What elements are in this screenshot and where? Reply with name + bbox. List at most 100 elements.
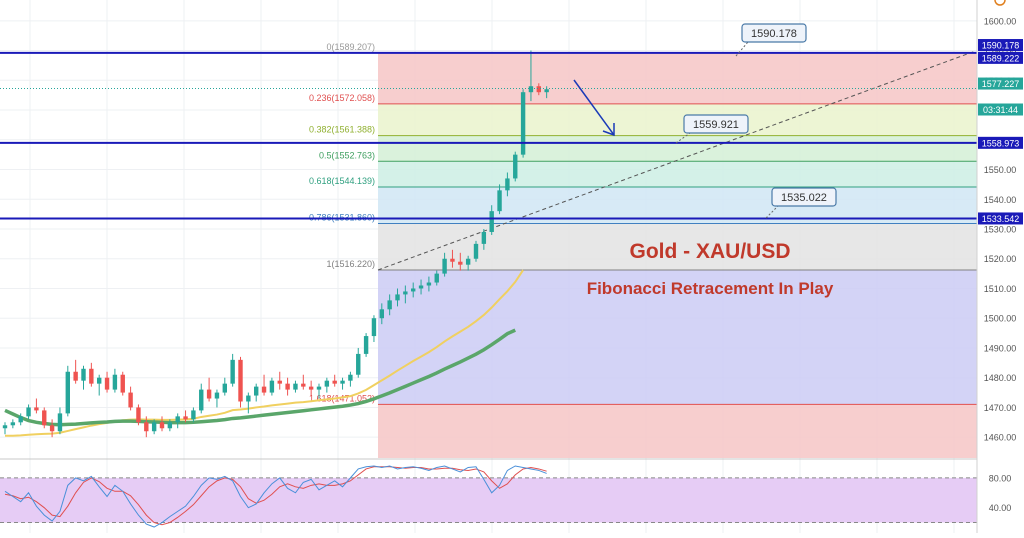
- candle-body: [277, 380, 282, 384]
- fib-zone: [378, 135, 977, 162]
- candle-body: [332, 380, 337, 384]
- chart-title: Gold - XAU/USD: [630, 240, 791, 263]
- candle-body: [104, 377, 110, 390]
- price-tick-label: 1520.00: [984, 254, 1017, 264]
- candle-body: [34, 407, 39, 411]
- callout-box: [683, 114, 749, 134]
- candle-body: [536, 86, 541, 93]
- candle-body: [120, 374, 125, 393]
- candle-body: [371, 318, 377, 337]
- candle-body: [316, 386, 322, 390]
- fib-zone: [378, 186, 977, 224]
- candle-body: [442, 258, 447, 274]
- fib-label: 1(1516.220): [326, 259, 375, 269]
- candle-body: [411, 288, 416, 292]
- candle-body: [544, 89, 549, 93]
- price-tick-label: 1540.00: [984, 195, 1017, 205]
- stoch-d-line: [4, 466, 547, 526]
- ema-slow-line: [4, 328, 516, 427]
- candle-body: [395, 294, 400, 301]
- candle-body: [214, 392, 220, 399]
- price-axis-badge-label: 1558.973: [982, 138, 1020, 148]
- candle-body: [489, 211, 494, 232]
- candle-body: [481, 231, 487, 244]
- moving-averages: [4, 269, 524, 437]
- price-tick-label: 1500.00: [984, 314, 1017, 324]
- callouts: 1590.178 1559.921 1535.022: [675, 23, 837, 219]
- price-tick-label: 1510.00: [984, 284, 1017, 294]
- candle-body: [426, 282, 432, 286]
- candle-body: [167, 422, 173, 429]
- fib-trendline: [377, 50, 976, 271]
- settings-icon: [994, 0, 1006, 6]
- candle-body: [206, 389, 212, 399]
- candle-body: [301, 383, 306, 387]
- price-tick-label: 1490.00: [984, 343, 1017, 353]
- horizontal-lines[interactable]: [0, 51, 977, 220]
- price-axis-badge-label: 1589.222: [982, 53, 1020, 63]
- down-arrow-head: [602, 123, 615, 137]
- price-tick-label: 1480.00: [984, 373, 1017, 383]
- candle-body: [324, 380, 330, 387]
- fib-zone: [378, 404, 977, 458]
- fib-label: 0.618(1544.139): [309, 176, 375, 186]
- price-axis-badge-label: 1533.542: [982, 214, 1020, 224]
- candle-body: [2, 425, 8, 429]
- candle-body: [356, 353, 361, 375]
- price-axis: 1600.001590.001580.001570.001560.001550.…: [976, 0, 1024, 533]
- candle-body: [112, 374, 118, 390]
- candle-body: [49, 425, 55, 432]
- candle-body: [473, 243, 479, 259]
- callout-label: 1559.921: [693, 119, 739, 131]
- candle-body: [418, 285, 424, 289]
- candle-body: [340, 380, 345, 384]
- candle-body: [497, 190, 502, 212]
- price-axis-badge-label: 1590.178: [982, 41, 1020, 51]
- candle-body: [285, 383, 290, 390]
- candle-body: [183, 416, 188, 420]
- candle-body: [528, 86, 534, 93]
- candle-body: [261, 386, 267, 393]
- candle-body: [254, 386, 259, 396]
- price-tick-label: 1550.00: [984, 165, 1017, 175]
- candle-body: [159, 422, 165, 429]
- chart-subtitle: Fibonacci Retracement In Play: [587, 279, 834, 298]
- candle-body: [191, 410, 196, 420]
- candle-body: [520, 92, 526, 155]
- candle-body: [136, 407, 141, 423]
- candle-body: [308, 386, 314, 390]
- fib-zone: [378, 103, 977, 136]
- fib-label: 0.236(1572.058): [309, 93, 375, 103]
- candle-body: [18, 416, 23, 423]
- price-tick-label: 1470.00: [984, 403, 1017, 413]
- price-tick-label: 1600.00: [984, 16, 1017, 26]
- fib-label: 0.5(1552.763): [319, 150, 375, 160]
- candle-body: [42, 410, 47, 426]
- candle-body: [175, 416, 180, 423]
- candle-body: [450, 258, 455, 262]
- candle-body: [403, 291, 408, 295]
- callout-leader: [735, 41, 749, 57]
- ema-fast-line: [5, 269, 524, 437]
- price-axis-badge: [978, 39, 1023, 52]
- fib-zone: [378, 52, 977, 104]
- candle-body: [81, 368, 86, 381]
- price-axis-badge: [978, 77, 1023, 90]
- price-axis-badge-label: 1577.227: [982, 79, 1020, 89]
- candle-body: [230, 359, 235, 384]
- callout-box: [741, 23, 807, 43]
- candle-body: [293, 383, 298, 390]
- stoch-tick-label: 80.00: [989, 473, 1012, 483]
- candle-body: [363, 336, 369, 354]
- price-tick-label: 1460.00: [984, 433, 1017, 443]
- price-axis-badge: [978, 136, 1023, 149]
- candle-body: [57, 413, 63, 432]
- fib-label: 0(1589.207): [326, 42, 375, 52]
- candle-body: [26, 407, 31, 417]
- candle-body: [387, 300, 392, 310]
- callout-leader: [765, 205, 779, 219]
- candle-body: [97, 377, 102, 384]
- trendline[interactable]: [377, 50, 976, 271]
- arrow: [573, 79, 615, 137]
